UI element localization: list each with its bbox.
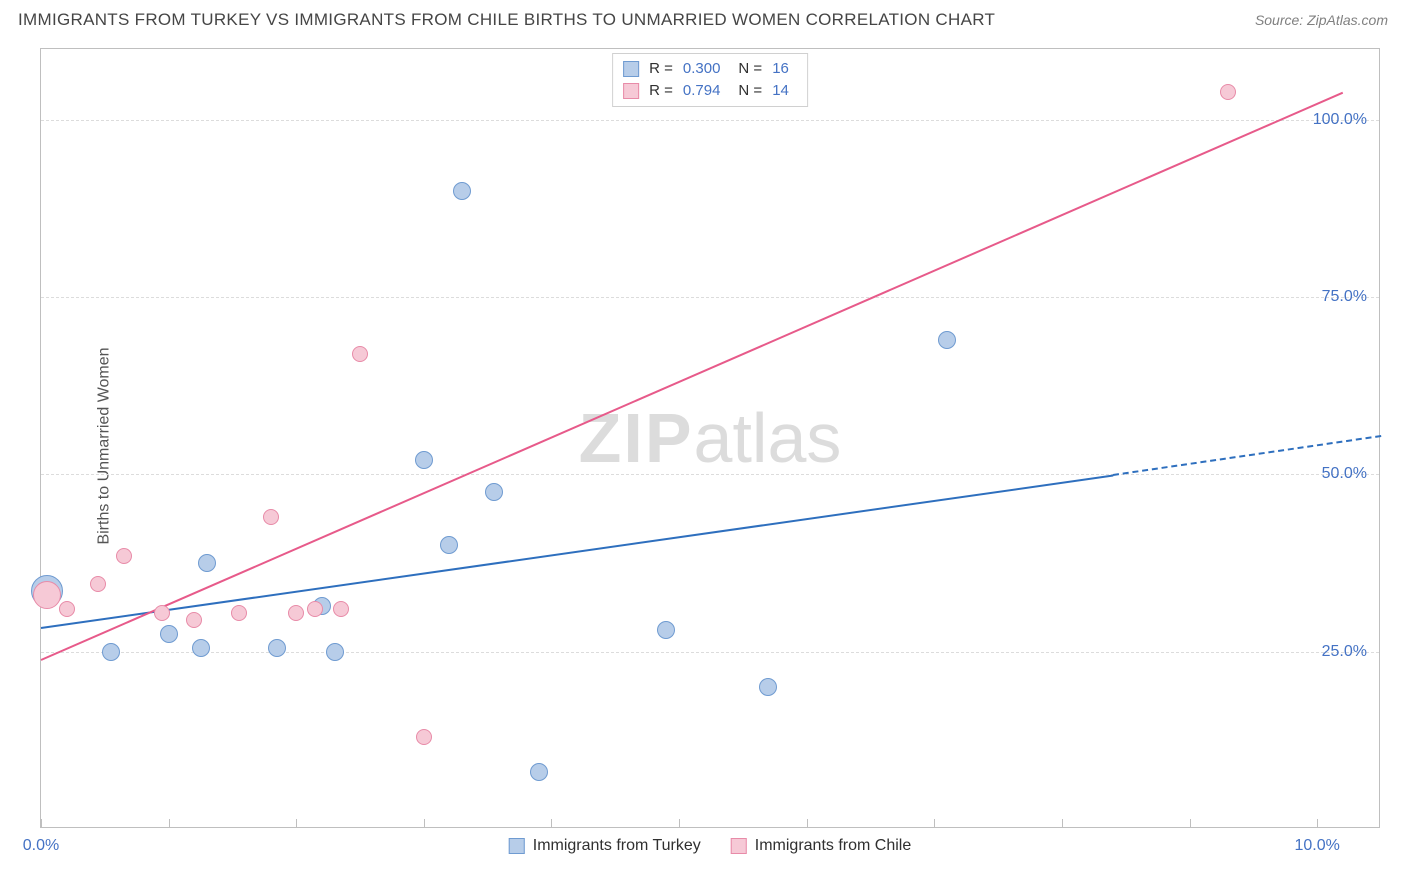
swatch-chile: [623, 83, 639, 99]
scatter-point-chile: [307, 601, 323, 617]
x-tick-mark: [1190, 819, 1191, 827]
scatter-point-chile: [154, 605, 170, 621]
n-label: N =: [738, 80, 762, 102]
scatter-point-turkey: [192, 639, 210, 657]
legend-swatch-chile: [731, 838, 747, 854]
scatter-point-turkey: [657, 621, 675, 639]
n-label: N =: [738, 58, 762, 80]
x-tick-mark: [807, 819, 808, 827]
gridline-horizontal: [41, 474, 1379, 475]
scatter-point-turkey: [326, 643, 344, 661]
chart-plot-area: ZIPatlas R =0.300N =16R =0.794N =14 Immi…: [40, 48, 1380, 828]
x-tick-mark: [296, 819, 297, 827]
stats-row-turkey: R = 0.300 N = 16: [623, 58, 797, 80]
x-tick-mark: [679, 819, 680, 827]
legend-label: Immigrants from Turkey: [533, 837, 701, 855]
legend-label: Immigrants from Chile: [755, 837, 911, 855]
scatter-point-turkey: [453, 182, 471, 200]
swatch-turkey: [623, 61, 639, 77]
scatter-point-chile: [333, 601, 349, 617]
scatter-point-chile: [1220, 84, 1236, 100]
x-tick-label: 10.0%: [1295, 837, 1340, 855]
trendline-chile: [41, 92, 1344, 661]
scatter-point-chile: [186, 612, 202, 628]
scatter-point-turkey: [268, 639, 286, 657]
source-attribution: Source: ZipAtlas.com: [1255, 12, 1388, 28]
scatter-point-chile: [288, 605, 304, 621]
gridline-horizontal: [41, 652, 1379, 653]
scatter-point-turkey: [160, 625, 178, 643]
series-legend: Immigrants from Turkey Immigrants from Ch…: [509, 837, 912, 855]
x-tick-mark: [424, 819, 425, 827]
r-label: R =: [649, 58, 673, 80]
scatter-point-chile: [352, 346, 368, 362]
watermark-zip: ZIP: [579, 399, 694, 477]
r-value: 0.794: [683, 80, 721, 102]
scatter-point-turkey: [440, 536, 458, 554]
gridline-horizontal: [41, 297, 1379, 298]
watermark: ZIPatlas: [579, 398, 842, 478]
x-tick-mark: [551, 819, 552, 827]
gridline-horizontal: [41, 120, 1379, 121]
x-tick-mark: [169, 819, 170, 827]
scatter-point-turkey: [415, 451, 433, 469]
legend-item-turkey: Immigrants from Turkey: [509, 837, 701, 855]
y-tick-label: 50.0%: [1322, 465, 1367, 483]
scatter-point-chile: [263, 509, 279, 525]
y-tick-label: 75.0%: [1322, 288, 1367, 306]
scatter-point-chile: [59, 601, 75, 617]
scatter-point-turkey: [198, 554, 216, 572]
y-tick-label: 100.0%: [1313, 111, 1367, 129]
x-tick-mark: [41, 819, 42, 827]
n-value: 16: [772, 58, 789, 80]
scatter-point-turkey: [485, 483, 503, 501]
trendline-turkey: [41, 474, 1113, 628]
stats-row-chile: R = 0.794 N = 14: [623, 80, 797, 102]
chart-title: IMMIGRANTS FROM TURKEY VS IMMIGRANTS FRO…: [18, 10, 995, 30]
scatter-point-chile: [231, 605, 247, 621]
scatter-point-turkey: [938, 331, 956, 349]
scatter-point-turkey: [102, 643, 120, 661]
x-tick-mark: [1062, 819, 1063, 827]
n-value: 14: [772, 80, 789, 102]
x-tick-mark: [1317, 819, 1318, 827]
scatter-point-chile: [416, 729, 432, 745]
scatter-point-turkey: [530, 763, 548, 781]
legend-swatch-turkey: [509, 838, 525, 854]
scatter-point-chile: [116, 548, 132, 564]
legend-item-chile: Immigrants from Chile: [731, 837, 911, 855]
scatter-point-chile: [33, 581, 61, 609]
r-value: 0.300: [683, 58, 721, 80]
y-tick-label: 25.0%: [1322, 643, 1367, 661]
watermark-atlas: atlas: [694, 399, 842, 477]
scatter-point-chile: [90, 576, 106, 592]
correlation-stats-box: R = 0.300 N = 16 R = 0.794 N = 14: [612, 53, 808, 107]
x-tick-mark: [934, 819, 935, 827]
x-tick-label: 0.0%: [23, 837, 59, 855]
scatter-point-turkey: [759, 678, 777, 696]
r-label: R =: [649, 80, 673, 102]
